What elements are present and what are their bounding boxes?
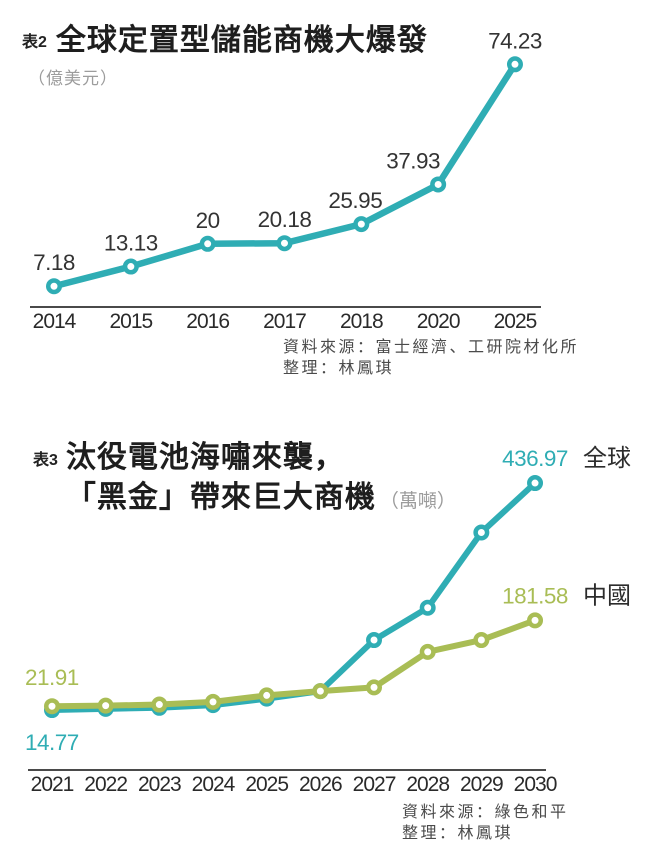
chart1-series1-point-2016 xyxy=(199,235,216,252)
chart2-unit-label: （萬噸） xyxy=(379,491,456,512)
chart2-series2-point-2029 xyxy=(473,632,490,649)
chart2-series1-point-2028 xyxy=(419,599,436,616)
chart1-value-label-25.95: 25.95 xyxy=(328,188,382,213)
chart2-x-tick-2028: 2028 xyxy=(406,773,449,796)
chart1-table-tag: 表2 xyxy=(22,34,47,51)
chart2-source-line: 資料來源：綠色和平 xyxy=(402,804,569,821)
chart2-first-value-全球: 14.77 xyxy=(25,730,79,755)
chart2-series2-point-2028 xyxy=(419,643,436,660)
chart1-series1-point-2025 xyxy=(506,56,523,73)
chart2-series2-point-2026 xyxy=(312,683,329,700)
chart2-header: 表3 汰役電池海嘯來襲， 「黑金」帶來巨大商機 （萬噸） xyxy=(33,438,456,522)
chart2-x-tick-2025: 2025 xyxy=(245,773,288,796)
chart1-source-block: 資料來源：富士經濟、工研院材化所 整理：林鳳琪 xyxy=(283,337,579,379)
chart2-table-tag: 表3 xyxy=(33,452,58,469)
chart2-series2-point-2030 xyxy=(527,612,544,629)
chart2-x-tick-2027: 2027 xyxy=(353,773,396,796)
chart2-series2-point-2027 xyxy=(366,679,383,696)
chart1-source-line: 資料來源：富士經濟、工研院材化所 xyxy=(283,339,580,356)
chart1-unit-label: （億美元） xyxy=(28,69,118,88)
chart1-value-label-20: 20 xyxy=(196,208,220,233)
chart1-header: 表2 全球定置型儲能商機大爆發 xyxy=(22,24,428,57)
chart2-series-name-全球: 全球 xyxy=(583,445,631,472)
chart2-series1-point-2030 xyxy=(527,475,544,492)
chart1-x-tick-2015: 2015 xyxy=(109,310,152,333)
chart2-last-value-中國: 181.58 xyxy=(502,583,568,608)
chart2-series1-point-2029 xyxy=(473,524,490,541)
chart1-series1-point-2015 xyxy=(122,258,139,275)
chart2-title-line2-text: 「黑金」帶來巨大商機 xyxy=(65,481,376,514)
chart2-series2-point-2021 xyxy=(44,698,60,715)
chart1-value-label-20.18: 20.18 xyxy=(258,207,312,232)
chart1-series1-point-2020 xyxy=(430,176,447,193)
chart1-value-label-74.23: 74.23 xyxy=(488,28,542,53)
chart1-series1-point-2017 xyxy=(276,235,293,252)
chart2-title: 汰役電池海嘯來襲， 「黑金」帶來巨大商機 （萬噸） xyxy=(66,438,456,522)
chart2-series2-point-2022 xyxy=(97,697,114,714)
chart1-title: 全球定置型儲能商機大爆發 xyxy=(55,24,428,57)
chart2-x-tick-2023: 2023 xyxy=(138,773,181,796)
chart1-x-tick-2016: 2016 xyxy=(186,310,229,333)
chart1-x-tick-2017: 2017 xyxy=(263,310,306,333)
chart2-series2-point-2023 xyxy=(151,696,168,713)
chart2-title-line1: 汰役電池海嘯來襲， xyxy=(65,441,345,474)
chart2-x-tick-2024: 2024 xyxy=(192,773,236,796)
chart2-series-line-2 xyxy=(49,617,539,710)
chart2-series-name-中國: 中國 xyxy=(583,582,631,609)
chart2-series2-point-2025 xyxy=(258,687,275,704)
chart2-title-line2: 「黑金」帶來巨大商機 （萬噸） xyxy=(66,478,456,522)
chart1-credit-line: 整理：林鳳琪 xyxy=(283,360,395,377)
chart1-x-tick-2025: 2025 xyxy=(494,310,537,333)
chart2-x-tick-2026: 2026 xyxy=(299,773,342,796)
chart2-last-value-全球: 436.97 xyxy=(502,446,568,471)
chart1-value-label-37.93: 37.93 xyxy=(386,148,440,173)
chart1-value-label-13.13: 13.13 xyxy=(104,231,158,256)
chart1-x-tick-2020: 2020 xyxy=(417,310,460,333)
chart1-series1-point-2014 xyxy=(46,278,62,295)
chart2-x-tick-2021: 2021 xyxy=(31,773,74,796)
chart2-source-block: 資料來源：綠色和平 整理：林鳳琪 xyxy=(402,802,569,844)
chart2-x-tick-2022: 2022 xyxy=(84,773,127,796)
chart2-credit-line: 整理：林鳳琪 xyxy=(402,825,514,842)
chart2-x-tick-2030: 2030 xyxy=(514,773,557,796)
chart2-first-value-中國: 21.91 xyxy=(25,665,79,690)
chart2-series2-point-2024 xyxy=(205,693,222,710)
chart2-x-tick-2029: 2029 xyxy=(460,773,503,796)
chart1-series1-point-2018 xyxy=(353,216,370,233)
chart1-x-tick-2014: 2014 xyxy=(33,310,77,333)
chart1-x-tick-2018: 2018 xyxy=(340,310,383,333)
chart2-series1-point-2027 xyxy=(366,632,383,649)
chart1-value-label-7.18: 7.18 xyxy=(33,250,75,275)
